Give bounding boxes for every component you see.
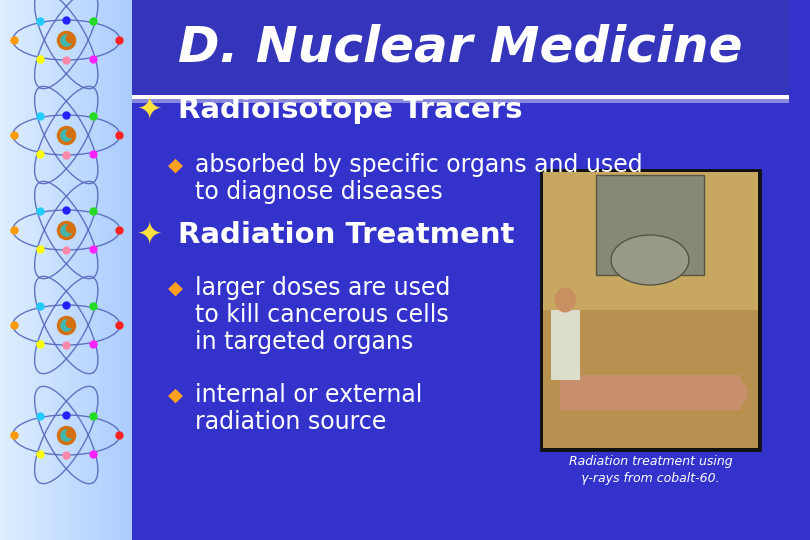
Bar xyxy=(31,0,35,540)
Bar xyxy=(79,0,83,540)
Bar xyxy=(596,175,704,275)
Bar xyxy=(75,0,79,540)
Bar xyxy=(49,0,53,540)
Bar xyxy=(22,0,26,540)
Bar xyxy=(44,0,49,540)
Text: in targeted organs: in targeted organs xyxy=(195,330,413,354)
Text: D. Nuclear Medicine: D. Nuclear Medicine xyxy=(178,24,743,71)
Bar xyxy=(40,0,44,540)
Text: internal or external: internal or external xyxy=(195,383,422,407)
Bar xyxy=(105,0,109,540)
Text: Radioisotope Tracers: Radioisotope Tracers xyxy=(178,96,522,124)
Ellipse shape xyxy=(611,235,689,285)
Bar xyxy=(123,0,127,540)
Bar xyxy=(87,0,92,540)
Text: ◆: ◆ xyxy=(168,156,183,174)
Bar xyxy=(57,0,62,540)
Bar xyxy=(127,0,131,540)
Bar xyxy=(131,95,789,99)
Bar xyxy=(118,0,123,540)
Bar xyxy=(4,0,9,540)
Text: ✦: ✦ xyxy=(136,220,162,249)
Bar xyxy=(35,0,40,540)
Text: ✦: ✦ xyxy=(136,96,162,125)
Bar xyxy=(53,0,57,540)
Bar xyxy=(96,0,101,540)
Text: Radiation treatment using
γ-rays from cobalt-60.: Radiation treatment using γ-rays from co… xyxy=(569,455,732,485)
Text: ◆: ◆ xyxy=(168,279,183,298)
Ellipse shape xyxy=(555,287,576,313)
Bar xyxy=(131,99,789,103)
Bar xyxy=(551,310,580,380)
Bar xyxy=(83,0,87,540)
Bar xyxy=(18,0,22,540)
Bar xyxy=(543,172,758,448)
Ellipse shape xyxy=(714,378,748,408)
Bar xyxy=(70,0,75,540)
Bar xyxy=(66,0,70,540)
Bar xyxy=(131,0,789,95)
Bar xyxy=(109,0,114,540)
Bar xyxy=(114,0,118,540)
Bar xyxy=(9,0,13,540)
Bar xyxy=(543,172,758,310)
Text: radiation source: radiation source xyxy=(195,410,386,434)
Text: larger doses are used: larger doses are used xyxy=(195,276,450,300)
Text: to kill cancerous cells: to kill cancerous cells xyxy=(195,303,449,327)
Bar xyxy=(0,0,4,540)
Bar xyxy=(62,0,66,540)
Text: absorbed by specific organs and used: absorbed by specific organs and used xyxy=(195,153,642,177)
Bar xyxy=(92,0,96,540)
Text: to diagnose diseases: to diagnose diseases xyxy=(195,180,442,204)
Text: Radiation Treatment: Radiation Treatment xyxy=(178,221,514,249)
Bar xyxy=(101,0,105,540)
Bar xyxy=(13,0,18,540)
Bar xyxy=(26,0,31,540)
Bar xyxy=(561,375,740,410)
Text: ◆: ◆ xyxy=(168,386,183,404)
Bar xyxy=(541,170,760,450)
